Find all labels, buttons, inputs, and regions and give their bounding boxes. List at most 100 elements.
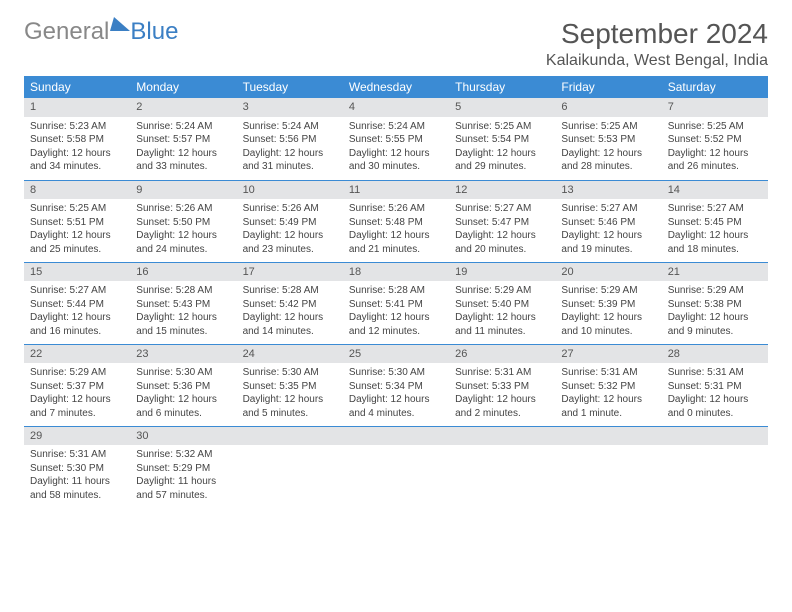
sunrise-line: Sunrise: 5:31 AM bbox=[668, 366, 762, 380]
sunrise-line: Sunrise: 5:27 AM bbox=[455, 202, 549, 216]
calendar-cell: 13Sunrise: 5:27 AMSunset: 5:46 PMDayligh… bbox=[555, 180, 661, 262]
day-number: 1 bbox=[24, 98, 130, 117]
calendar-cell: 12Sunrise: 5:27 AMSunset: 5:47 PMDayligh… bbox=[449, 180, 555, 262]
sunset-line: Sunset: 5:36 PM bbox=[136, 380, 230, 394]
calendar-cell: 23Sunrise: 5:30 AMSunset: 5:36 PMDayligh… bbox=[130, 344, 236, 426]
sunrise-line: Sunrise: 5:31 AM bbox=[455, 366, 549, 380]
sunrise-line: Sunrise: 5:25 AM bbox=[455, 120, 549, 134]
calendar-cell: 17Sunrise: 5:28 AMSunset: 5:42 PMDayligh… bbox=[237, 262, 343, 344]
day-details: Sunrise: 5:27 AMSunset: 5:44 PMDaylight:… bbox=[24, 281, 130, 342]
daylight-line: Daylight: 12 hours and 25 minutes. bbox=[30, 229, 124, 256]
daylight-line: Daylight: 12 hours and 5 minutes. bbox=[243, 393, 337, 420]
sunset-line: Sunset: 5:53 PM bbox=[561, 133, 655, 147]
daylight-line: Daylight: 12 hours and 31 minutes. bbox=[243, 147, 337, 174]
sunset-line: Sunset: 5:38 PM bbox=[668, 298, 762, 312]
sunrise-line: Sunrise: 5:28 AM bbox=[349, 284, 443, 298]
daylight-line: Daylight: 12 hours and 14 minutes. bbox=[243, 311, 337, 338]
day-details: Sunrise: 5:28 AMSunset: 5:43 PMDaylight:… bbox=[130, 281, 236, 342]
calendar-cell: 27Sunrise: 5:31 AMSunset: 5:32 PMDayligh… bbox=[555, 344, 661, 426]
sunrise-line: Sunrise: 5:24 AM bbox=[349, 120, 443, 134]
day-number: 10 bbox=[237, 181, 343, 200]
day-number: 30 bbox=[130, 427, 236, 446]
sunrise-line: Sunrise: 5:24 AM bbox=[136, 120, 230, 134]
sunset-line: Sunset: 5:50 PM bbox=[136, 216, 230, 230]
sunrise-line: Sunrise: 5:23 AM bbox=[30, 120, 124, 134]
day-details: Sunrise: 5:27 AMSunset: 5:47 PMDaylight:… bbox=[449, 199, 555, 260]
day-details: Sunrise: 5:26 AMSunset: 5:50 PMDaylight:… bbox=[130, 199, 236, 260]
calendar-cell bbox=[449, 426, 555, 508]
day-details: Sunrise: 5:28 AMSunset: 5:42 PMDaylight:… bbox=[237, 281, 343, 342]
calendar-cell: 24Sunrise: 5:30 AMSunset: 5:35 PMDayligh… bbox=[237, 344, 343, 426]
daylight-line: Daylight: 12 hours and 9 minutes. bbox=[668, 311, 762, 338]
calendar-cell: 9Sunrise: 5:26 AMSunset: 5:50 PMDaylight… bbox=[130, 180, 236, 262]
day-number: 6 bbox=[555, 98, 661, 117]
day-number: 11 bbox=[343, 181, 449, 200]
sunrise-line: Sunrise: 5:25 AM bbox=[668, 120, 762, 134]
daylight-line: Daylight: 12 hours and 30 minutes. bbox=[349, 147, 443, 174]
sunrise-line: Sunrise: 5:26 AM bbox=[243, 202, 337, 216]
sunrise-line: Sunrise: 5:28 AM bbox=[136, 284, 230, 298]
daylight-line: Daylight: 12 hours and 33 minutes. bbox=[136, 147, 230, 174]
day-details: Sunrise: 5:30 AMSunset: 5:34 PMDaylight:… bbox=[343, 363, 449, 424]
daylight-line: Daylight: 12 hours and 29 minutes. bbox=[455, 147, 549, 174]
day-details: Sunrise: 5:24 AMSunset: 5:55 PMDaylight:… bbox=[343, 117, 449, 178]
weekday-header: Wednesday bbox=[343, 76, 449, 98]
calendar-cell: 11Sunrise: 5:26 AMSunset: 5:48 PMDayligh… bbox=[343, 180, 449, 262]
daylight-line: Daylight: 12 hours and 4 minutes. bbox=[349, 393, 443, 420]
sunset-line: Sunset: 5:35 PM bbox=[243, 380, 337, 394]
sunset-line: Sunset: 5:33 PM bbox=[455, 380, 549, 394]
calendar-cell: 29Sunrise: 5:31 AMSunset: 5:30 PMDayligh… bbox=[24, 426, 130, 508]
sunrise-line: Sunrise: 5:29 AM bbox=[561, 284, 655, 298]
day-number: 26 bbox=[449, 345, 555, 364]
weekday-header: Tuesday bbox=[237, 76, 343, 98]
logo: General Blue bbox=[24, 18, 178, 46]
logo-triangle-icon bbox=[110, 10, 130, 38]
daylight-line: Daylight: 12 hours and 26 minutes. bbox=[668, 147, 762, 174]
sunrise-line: Sunrise: 5:27 AM bbox=[668, 202, 762, 216]
calendar-cell: 2Sunrise: 5:24 AMSunset: 5:57 PMDaylight… bbox=[130, 98, 236, 180]
calendar-cell: 21Sunrise: 5:29 AMSunset: 5:38 PMDayligh… bbox=[662, 262, 768, 344]
day-details: Sunrise: 5:29 AMSunset: 5:40 PMDaylight:… bbox=[449, 281, 555, 342]
sunset-line: Sunset: 5:52 PM bbox=[668, 133, 762, 147]
calendar-body: 1Sunrise: 5:23 AMSunset: 5:58 PMDaylight… bbox=[24, 98, 768, 508]
sunset-line: Sunset: 5:46 PM bbox=[561, 216, 655, 230]
day-number: 4 bbox=[343, 98, 449, 117]
calendar-cell: 28Sunrise: 5:31 AMSunset: 5:31 PMDayligh… bbox=[662, 344, 768, 426]
calendar-cell: 8Sunrise: 5:25 AMSunset: 5:51 PMDaylight… bbox=[24, 180, 130, 262]
day-number: 22 bbox=[24, 345, 130, 364]
sunrise-line: Sunrise: 5:25 AM bbox=[30, 202, 124, 216]
day-details: Sunrise: 5:31 AMSunset: 5:30 PMDaylight:… bbox=[24, 445, 130, 506]
day-details: Sunrise: 5:23 AMSunset: 5:58 PMDaylight:… bbox=[24, 117, 130, 178]
calendar-cell: 19Sunrise: 5:29 AMSunset: 5:40 PMDayligh… bbox=[449, 262, 555, 344]
calendar-table: SundayMondayTuesdayWednesdayThursdayFrid… bbox=[24, 76, 768, 508]
calendar-cell bbox=[237, 426, 343, 508]
sunrise-line: Sunrise: 5:25 AM bbox=[561, 120, 655, 134]
sunset-line: Sunset: 5:37 PM bbox=[30, 380, 124, 394]
daylight-line: Daylight: 12 hours and 1 minute. bbox=[561, 393, 655, 420]
day-details: Sunrise: 5:25 AMSunset: 5:52 PMDaylight:… bbox=[662, 117, 768, 178]
sunrise-line: Sunrise: 5:31 AM bbox=[561, 366, 655, 380]
day-number-empty bbox=[449, 427, 555, 446]
day-number: 21 bbox=[662, 263, 768, 282]
daylight-line: Daylight: 12 hours and 24 minutes. bbox=[136, 229, 230, 256]
day-number: 9 bbox=[130, 181, 236, 200]
calendar-cell: 16Sunrise: 5:28 AMSunset: 5:43 PMDayligh… bbox=[130, 262, 236, 344]
day-number-empty bbox=[343, 427, 449, 446]
day-details: Sunrise: 5:32 AMSunset: 5:29 PMDaylight:… bbox=[130, 445, 236, 506]
day-number: 23 bbox=[130, 345, 236, 364]
daylight-line: Daylight: 12 hours and 2 minutes. bbox=[455, 393, 549, 420]
sunset-line: Sunset: 5:45 PM bbox=[668, 216, 762, 230]
daylight-line: Daylight: 12 hours and 34 minutes. bbox=[30, 147, 124, 174]
calendar-cell: 6Sunrise: 5:25 AMSunset: 5:53 PMDaylight… bbox=[555, 98, 661, 180]
sunrise-line: Sunrise: 5:30 AM bbox=[243, 366, 337, 380]
sunset-line: Sunset: 5:30 PM bbox=[30, 462, 124, 476]
daylight-line: Daylight: 12 hours and 11 minutes. bbox=[455, 311, 549, 338]
sunrise-line: Sunrise: 5:29 AM bbox=[455, 284, 549, 298]
day-details: Sunrise: 5:31 AMSunset: 5:32 PMDaylight:… bbox=[555, 363, 661, 424]
sunrise-line: Sunrise: 5:26 AM bbox=[349, 202, 443, 216]
logo-text-1: General bbox=[24, 18, 109, 46]
weekday-header: Sunday bbox=[24, 76, 130, 98]
day-details: Sunrise: 5:29 AMSunset: 5:38 PMDaylight:… bbox=[662, 281, 768, 342]
day-details: Sunrise: 5:27 AMSunset: 5:45 PMDaylight:… bbox=[662, 199, 768, 260]
day-number-empty bbox=[662, 427, 768, 446]
